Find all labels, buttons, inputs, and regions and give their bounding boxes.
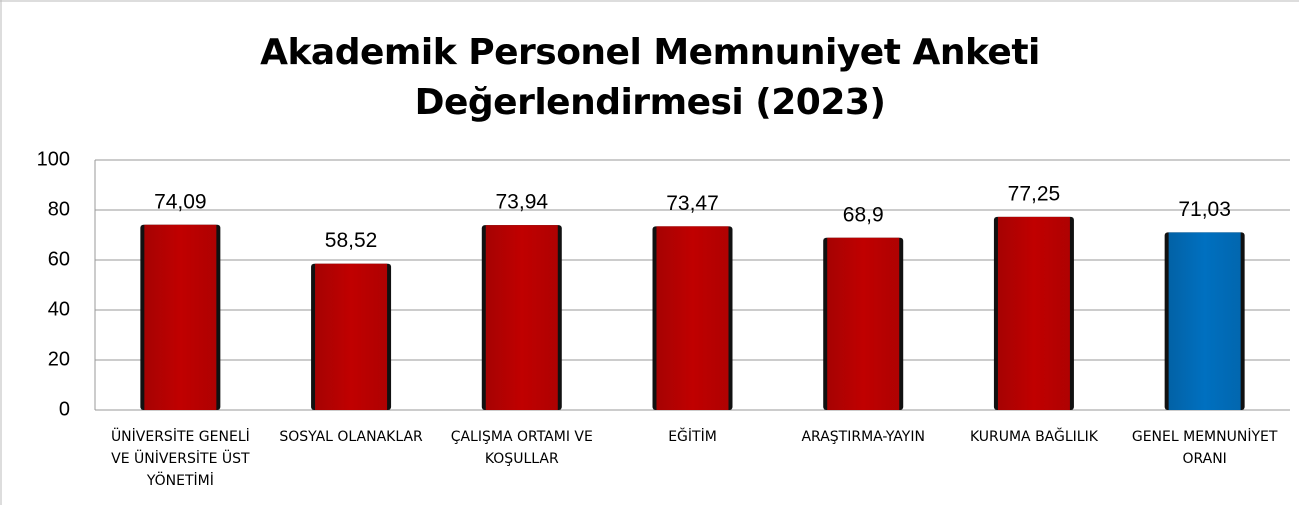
data-label: 68,9 bbox=[843, 203, 884, 226]
bar bbox=[997, 216, 1070, 410]
y-tick-label: 20 bbox=[48, 348, 70, 370]
x-tick-label: ARAŞTIRMA-YAYIN bbox=[801, 429, 925, 445]
bar bbox=[485, 225, 558, 410]
data-label: 58,52 bbox=[325, 229, 378, 252]
data-label: 73,47 bbox=[666, 192, 719, 215]
y-tick-label: 100 bbox=[37, 148, 70, 170]
chart-title: Akademik Personel Memnuniyet Anketi Değe… bbox=[260, 32, 1040, 123]
y-tick-label: 0 bbox=[59, 398, 70, 420]
data-label: 77,25 bbox=[1008, 182, 1061, 205]
bar bbox=[656, 226, 729, 410]
bar bbox=[1168, 232, 1241, 410]
x-tick-label: KURUMA BAĞLILIK bbox=[969, 429, 1098, 445]
y-tick-label: 80 bbox=[48, 198, 70, 220]
bar bbox=[144, 224, 217, 410]
bar bbox=[827, 237, 900, 410]
x-tick-label: ÜNİVERSİTE GENELİ VE ÜNİVERSİTE ÜST YÖNE… bbox=[110, 429, 250, 489]
x-tick-label: GENEL MEMNUNİYET ORANI bbox=[1131, 429, 1278, 467]
x-tick-label: EĞİTİM bbox=[668, 429, 717, 445]
data-label: 74,09 bbox=[154, 190, 207, 213]
bar bbox=[315, 263, 388, 410]
y-tick-label: 60 bbox=[48, 248, 70, 270]
y-tick-label: 40 bbox=[48, 298, 70, 320]
data-label: 73,94 bbox=[496, 191, 549, 214]
data-label: 71,03 bbox=[1178, 198, 1231, 221]
x-tick-label: ÇALIŞMA ORTAMI VE KOŞULLAR bbox=[450, 429, 593, 467]
x-tick-label: SOSYAL OLANAKLAR bbox=[279, 429, 423, 445]
